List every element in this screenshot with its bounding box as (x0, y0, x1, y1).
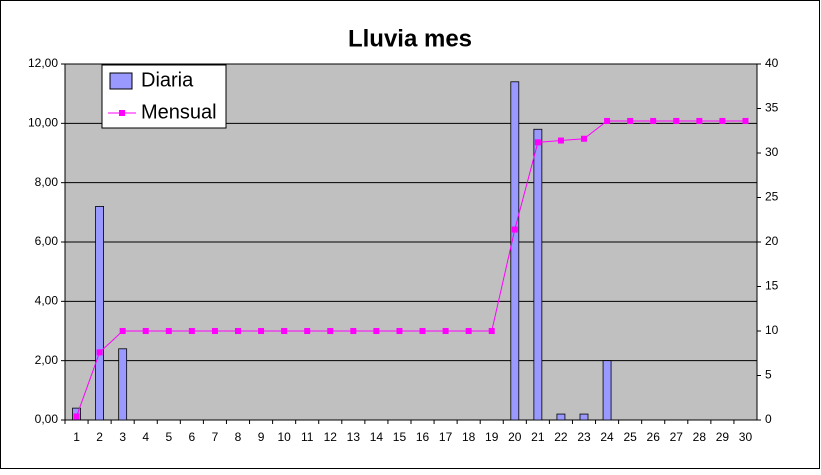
marker (96, 349, 103, 356)
x-tick-label: 4 (142, 430, 149, 444)
marker (534, 139, 541, 146)
bar (510, 81, 520, 421)
bar (533, 128, 543, 421)
x-tick-label: 20 (508, 430, 522, 444)
x-tick-label: 15 (393, 430, 407, 444)
marker (488, 328, 495, 334)
marker (419, 328, 426, 334)
bar (95, 205, 104, 421)
line (76, 120, 746, 417)
x-tick-label: 23 (577, 430, 591, 444)
x-tick-label: 9 (258, 430, 265, 444)
y2-tick-label: 35 (765, 101, 779, 115)
marker (211, 328, 218, 334)
x-tick-label: 12 (324, 430, 338, 444)
marker (581, 135, 587, 142)
marker (696, 117, 703, 124)
bar (556, 413, 566, 421)
marker (511, 226, 518, 233)
y2-tick-label: 30 (765, 145, 779, 159)
y-tick-label: 0,00 (35, 412, 59, 426)
marker (650, 117, 657, 124)
marker (465, 328, 472, 334)
marker (396, 328, 403, 334)
x-tick-label: 7 (212, 430, 219, 444)
bar (602, 360, 612, 421)
bar (118, 348, 128, 421)
y2-tick-label: 20 (765, 234, 779, 248)
marker (742, 117, 749, 124)
x-tick-label: 11 (301, 430, 314, 444)
marker (604, 117, 611, 124)
marker (719, 117, 726, 124)
x-tick-label: 22 (554, 430, 568, 444)
x-tick-label: 17 (439, 430, 453, 444)
marker (442, 328, 449, 334)
chart-title: Lluvia mes (348, 25, 472, 52)
x-tick-label: 24 (600, 430, 614, 444)
legend (101, 64, 227, 129)
marker (119, 328, 126, 334)
legend-label: Mensual (141, 101, 217, 123)
marker (673, 117, 680, 124)
marker (73, 413, 80, 420)
marker (258, 328, 265, 334)
x-tick-label: 25 (623, 430, 637, 444)
marker (281, 328, 288, 334)
marker (557, 137, 564, 144)
y-tick-label: 10,00 (28, 116, 58, 130)
y2-tick-label: 0 (765, 412, 772, 426)
marker (350, 328, 357, 334)
x-tick-label: 10 (277, 430, 291, 444)
marker (235, 328, 241, 334)
x-tick-label: 30 (739, 430, 753, 444)
marker (373, 328, 380, 334)
bar (579, 413, 589, 421)
y-tick-label: 4,00 (35, 294, 59, 308)
y-tick-label: 8,00 (35, 175, 59, 189)
y2-tick-label: 5 (765, 368, 772, 382)
x-tick-label: 3 (119, 430, 126, 444)
x-tick-label: 27 (670, 430, 684, 444)
marker (327, 328, 334, 334)
y-tick-label: 6,00 (35, 234, 59, 248)
marker (142, 328, 149, 334)
x-tick-label: 1 (73, 430, 80, 444)
legend-swatch (119, 110, 125, 116)
marker (165, 328, 172, 334)
y2-tick-label: 25 (765, 190, 779, 204)
y2-tick-label: 10 (765, 323, 779, 337)
x-tick-label: 6 (189, 430, 196, 444)
marker (304, 328, 311, 334)
x-tick-label: 14 (370, 430, 384, 444)
x-tick-label: 26 (647, 430, 661, 444)
x-tick-label: 19 (485, 430, 499, 444)
x-tick-label: 18 (462, 430, 476, 444)
y-tick-label: 2,00 (35, 353, 59, 367)
y2-tick-label: 15 (765, 279, 779, 293)
x-tick-label: 5 (165, 430, 172, 444)
x-tick-label: 2 (96, 430, 103, 444)
x-tick-label: 16 (416, 430, 430, 444)
marker (188, 328, 195, 334)
legend-label: Diaria (141, 69, 194, 91)
marker (627, 117, 634, 124)
x-tick-label: 8 (235, 430, 242, 444)
y-tick-label: 12,00 (28, 56, 58, 70)
x-tick-label: 13 (347, 430, 361, 444)
y2-tick-label: 40 (765, 56, 779, 70)
legend-swatch (109, 72, 133, 90)
x-tick-label: 29 (716, 430, 730, 444)
x-tick-label: 28 (693, 430, 707, 444)
x-tick-label: 21 (531, 430, 545, 444)
